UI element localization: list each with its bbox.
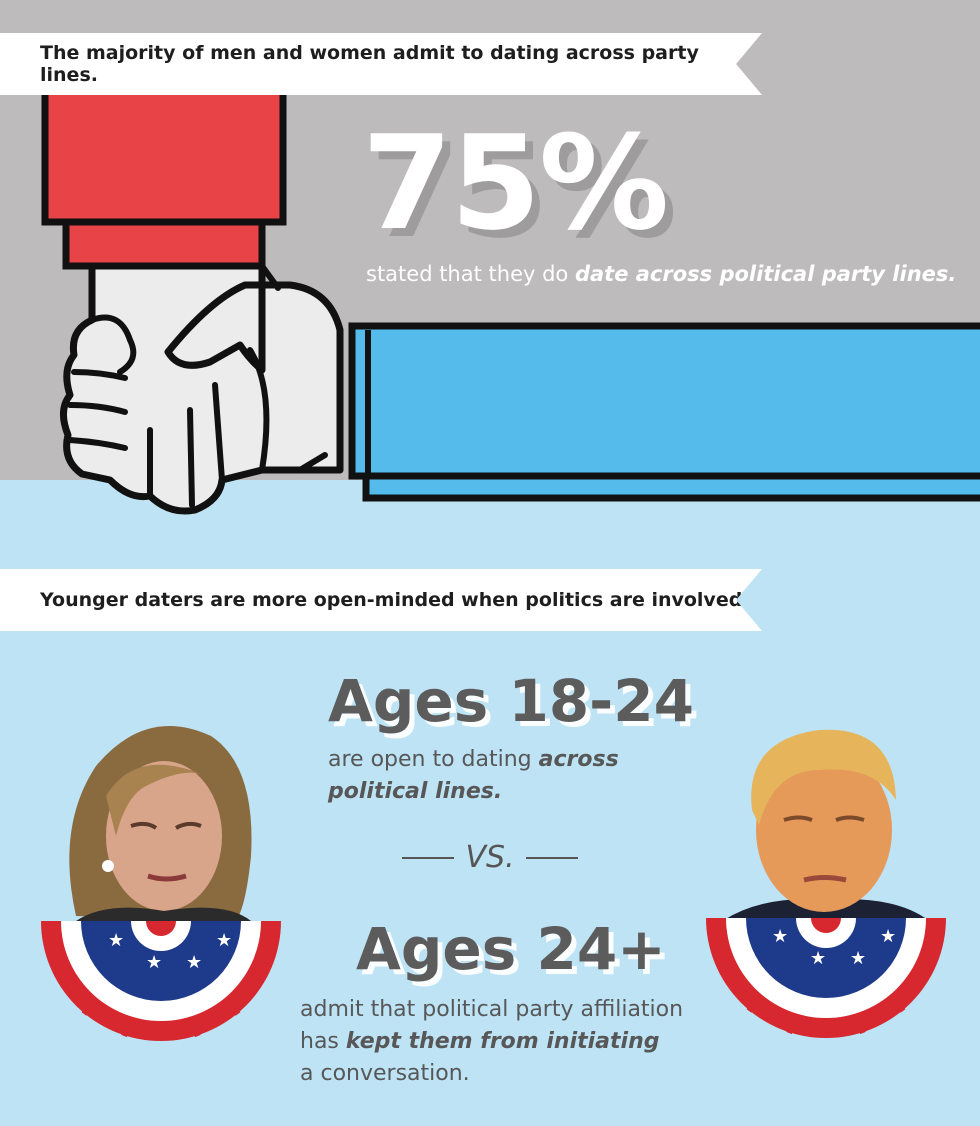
left-portrait: ★ ★ ★ ★ <box>41 726 281 1041</box>
red-cuff <box>62 218 266 270</box>
vs-divider: VS. <box>402 840 578 875</box>
vs-line-right <box>525 856 578 859</box>
blue-sleeve <box>348 322 980 480</box>
section1-heading: The majority of men and women admit to d… <box>40 42 699 86</box>
group1-label: Ages 18-24 <box>328 667 694 735</box>
white-hand <box>60 262 344 515</box>
svg-text:★: ★ <box>772 926 788 947</box>
section2-heading: Younger daters are more open-minded when… <box>40 589 750 611</box>
vs-label: VS. <box>465 840 515 875</box>
stat-caption: stated that they do date across politica… <box>366 262 956 286</box>
svg-text:★: ★ <box>108 930 124 951</box>
svg-text:★: ★ <box>186 952 202 973</box>
group2-description: admit that political party affiliation h… <box>300 994 700 1090</box>
group2-text-bold: kept them from initiating <box>345 1029 660 1054</box>
stat-caption-plain: stated that they do <box>366 262 569 286</box>
svg-text:★: ★ <box>850 948 866 969</box>
vs-line-left <box>402 856 454 859</box>
right-portrait: ★ ★ ★ ★ <box>706 729 946 1038</box>
stat-75-percent: 75% <box>362 107 669 259</box>
group2-text-plain-1: admit that political party affiliation h… <box>300 997 684 1054</box>
section1-heading-ribbon: The majority of men and women admit to d… <box>0 33 762 95</box>
group1-text-bold: across political lines. <box>328 747 619 804</box>
svg-text:★: ★ <box>810 948 826 969</box>
svg-text:★: ★ <box>216 930 232 951</box>
svg-text:★: ★ <box>880 926 896 947</box>
blue-cuff-shadow <box>362 472 980 502</box>
group1-description: are open to dating across political line… <box>328 744 648 808</box>
portrait-figure-right <box>724 729 928 920</box>
svg-text:★: ★ <box>146 952 162 973</box>
bunting-left: ★ ★ ★ ★ <box>41 921 281 1041</box>
group2-label: Ages 24+ <box>356 915 666 983</box>
portrait-figure-left <box>69 726 252 921</box>
section2-heading-ribbon: Younger daters are more open-minded when… <box>0 569 762 631</box>
group2-text-plain-2: a conversation. <box>300 1061 470 1086</box>
group1-text-plain: are open to dating <box>328 747 532 772</box>
bunting-right: ★ ★ ★ ★ <box>706 918 946 1038</box>
stat-caption-bold: date across political party lines. <box>574 262 957 286</box>
